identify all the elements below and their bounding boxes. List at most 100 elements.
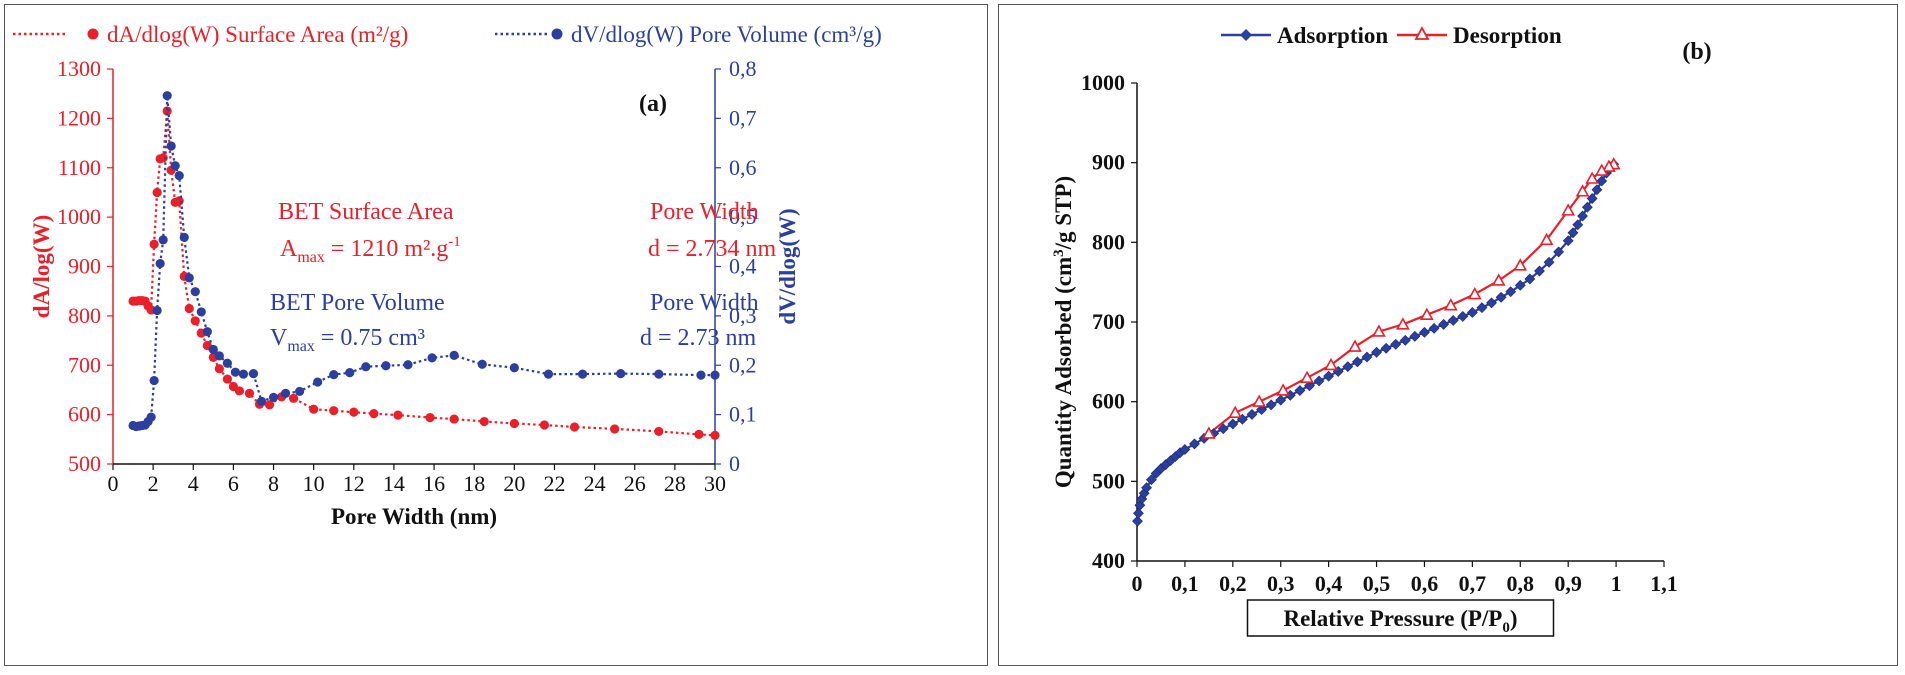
pore-volume-data-point bbox=[449, 350, 459, 360]
pore-volume-data-point bbox=[196, 307, 206, 317]
legend-pore-volume-label: dV/dlog(W) Pore Volume (cm³/g) bbox=[571, 22, 882, 47]
x-tick-label: 26 bbox=[624, 471, 646, 496]
adsorption-data-point bbox=[1323, 370, 1335, 382]
legend-pore-volume-marker bbox=[551, 28, 563, 40]
adsorption-data-point bbox=[1562, 235, 1574, 247]
adsorption-data-point bbox=[1227, 418, 1239, 430]
surface-area-data-point bbox=[449, 414, 459, 424]
y-tick-label: 1000 bbox=[1081, 70, 1125, 95]
pore-volume-series-line bbox=[132, 95, 715, 428]
desorption-data-point bbox=[1276, 383, 1290, 396]
surface-area-data-point bbox=[393, 410, 403, 420]
y-right-tick-label: 0,8 bbox=[729, 56, 757, 81]
y-left-tick-label: 1100 bbox=[58, 155, 101, 180]
pore-volume-data-point bbox=[696, 370, 706, 380]
bet-volume-value: Vmax = 0.75 cm³ bbox=[270, 325, 425, 355]
pore-volume-data-point bbox=[543, 369, 554, 379]
surface-area-data-point bbox=[539, 420, 550, 430]
pore-width-blue-title: Pore Width bbox=[650, 290, 759, 316]
desorption-data-point bbox=[1585, 171, 1599, 184]
pore-volume-data-point bbox=[477, 359, 487, 369]
x-tick-label: 10 bbox=[303, 471, 325, 496]
adsorption-data-point bbox=[1596, 175, 1608, 187]
pore-volume-data-point bbox=[577, 369, 588, 379]
adsorption-data-point bbox=[1390, 338, 1402, 350]
adsorption-data-point bbox=[1256, 404, 1267, 416]
x-tick-label: 30 bbox=[704, 471, 726, 496]
adsorption-data-point bbox=[1543, 256, 1555, 268]
legend-adsorption-label: Adsorption bbox=[1277, 23, 1388, 48]
surface-area-data-point bbox=[610, 424, 620, 434]
pore-width-red-value: d = 2.734 nm bbox=[648, 236, 777, 262]
desorption-data-point bbox=[1252, 394, 1267, 407]
y-right-tick-label: 0,7 bbox=[729, 105, 757, 130]
adsorption-data-point bbox=[1132, 515, 1143, 527]
bet-volume-title: BET Pore Volume bbox=[270, 290, 445, 316]
surface-area-data-point bbox=[289, 393, 299, 403]
adsorption-data-point bbox=[1265, 399, 1277, 411]
x-tick-label: 0 bbox=[1132, 571, 1143, 596]
x-tick-label: 22 bbox=[543, 471, 565, 496]
surface-area-data-point bbox=[244, 388, 255, 398]
adsorption-data-point bbox=[1577, 210, 1588, 222]
pore-volume-data-point bbox=[184, 273, 194, 283]
adsorption-data-point bbox=[1534, 265, 1545, 277]
pore-volume-data-point bbox=[654, 369, 664, 379]
bet-volume-prefix: V bbox=[270, 325, 288, 351]
surface-area-data-point bbox=[369, 409, 379, 419]
adsorption-series-line bbox=[1136, 163, 1615, 522]
x-tick-label: 0,5 bbox=[1363, 571, 1391, 596]
x-tick-label: 14 bbox=[383, 471, 405, 496]
bet-area-prefix: A bbox=[280, 236, 298, 262]
y-tick-label: 400 bbox=[1092, 548, 1125, 573]
x-tick-label: 28 bbox=[664, 471, 686, 496]
x-axis-title: Relative Pressure (P/P0) bbox=[1283, 606, 1517, 636]
pore-volume-data-point bbox=[208, 344, 218, 355]
y-right-tick-label: 0,1 bbox=[729, 402, 757, 427]
bet-volume-val: = 0.75 cm³ bbox=[315, 325, 425, 351]
adsorption-data-point bbox=[1428, 322, 1440, 334]
pore-volume-data-point bbox=[222, 358, 232, 368]
adsorption-data-point bbox=[1553, 246, 1565, 258]
x-tick-label: 12 bbox=[343, 471, 365, 496]
y-left-tick-label: 800 bbox=[68, 303, 101, 328]
pore-volume-data-point bbox=[146, 412, 156, 422]
y-axis-title: Quantity Adsorbed (cm3/g STP) bbox=[1051, 176, 1076, 488]
pore-volume-data-point bbox=[166, 141, 176, 151]
x-tick-label: 24 bbox=[584, 471, 606, 496]
x-tick-label: 0,6 bbox=[1411, 571, 1439, 596]
x-tick-label: 0 bbox=[108, 471, 119, 496]
surface-area-data-point bbox=[509, 418, 519, 429]
pore-volume-data-point bbox=[710, 370, 720, 380]
surface-area-data-point bbox=[654, 426, 664, 437]
bet-area-sup: -1 bbox=[448, 234, 461, 250]
surface-area-data-point bbox=[349, 407, 359, 417]
adsorption-data-point bbox=[1313, 375, 1325, 387]
adsorption-data-point bbox=[1591, 184, 1603, 196]
surface-area-data-point bbox=[152, 187, 162, 198]
pore-volume-data-point bbox=[174, 171, 184, 181]
adsorption-data-point bbox=[1275, 394, 1287, 406]
pore-volume-data-point bbox=[280, 388, 291, 398]
desorption-data-point bbox=[1575, 184, 1590, 197]
pore-volume-data-point bbox=[155, 258, 165, 269]
desorption-data-point bbox=[1348, 339, 1362, 352]
pore-volume-data-point bbox=[268, 392, 279, 402]
adsorption-data-point bbox=[1371, 346, 1382, 358]
pore-volume-data-point bbox=[313, 377, 323, 387]
pore-volume-data-point bbox=[152, 305, 162, 316]
x-tick-label: 6 bbox=[228, 471, 239, 496]
desorption-data-point bbox=[1467, 286, 1482, 300]
adsorption-data-point bbox=[1351, 356, 1363, 368]
pore-volume-data-point bbox=[162, 91, 172, 101]
desorption-data-point bbox=[1228, 405, 1243, 419]
x-tick-label: 20 bbox=[503, 471, 525, 496]
adsorption-data-point bbox=[1179, 444, 1191, 455]
y-right-axis-title: dV/dlog(W) bbox=[775, 208, 800, 324]
adsorption-data-point bbox=[1141, 482, 1153, 494]
y-axis-title-sup: 3 bbox=[1051, 249, 1067, 257]
y-right-tick-label: 0,4 bbox=[729, 254, 757, 279]
desorption-data-point bbox=[1419, 307, 1434, 321]
y-left-axis-title: dA/log(W) bbox=[29, 215, 54, 319]
x-tick-label: 0,9 bbox=[1554, 571, 1582, 596]
